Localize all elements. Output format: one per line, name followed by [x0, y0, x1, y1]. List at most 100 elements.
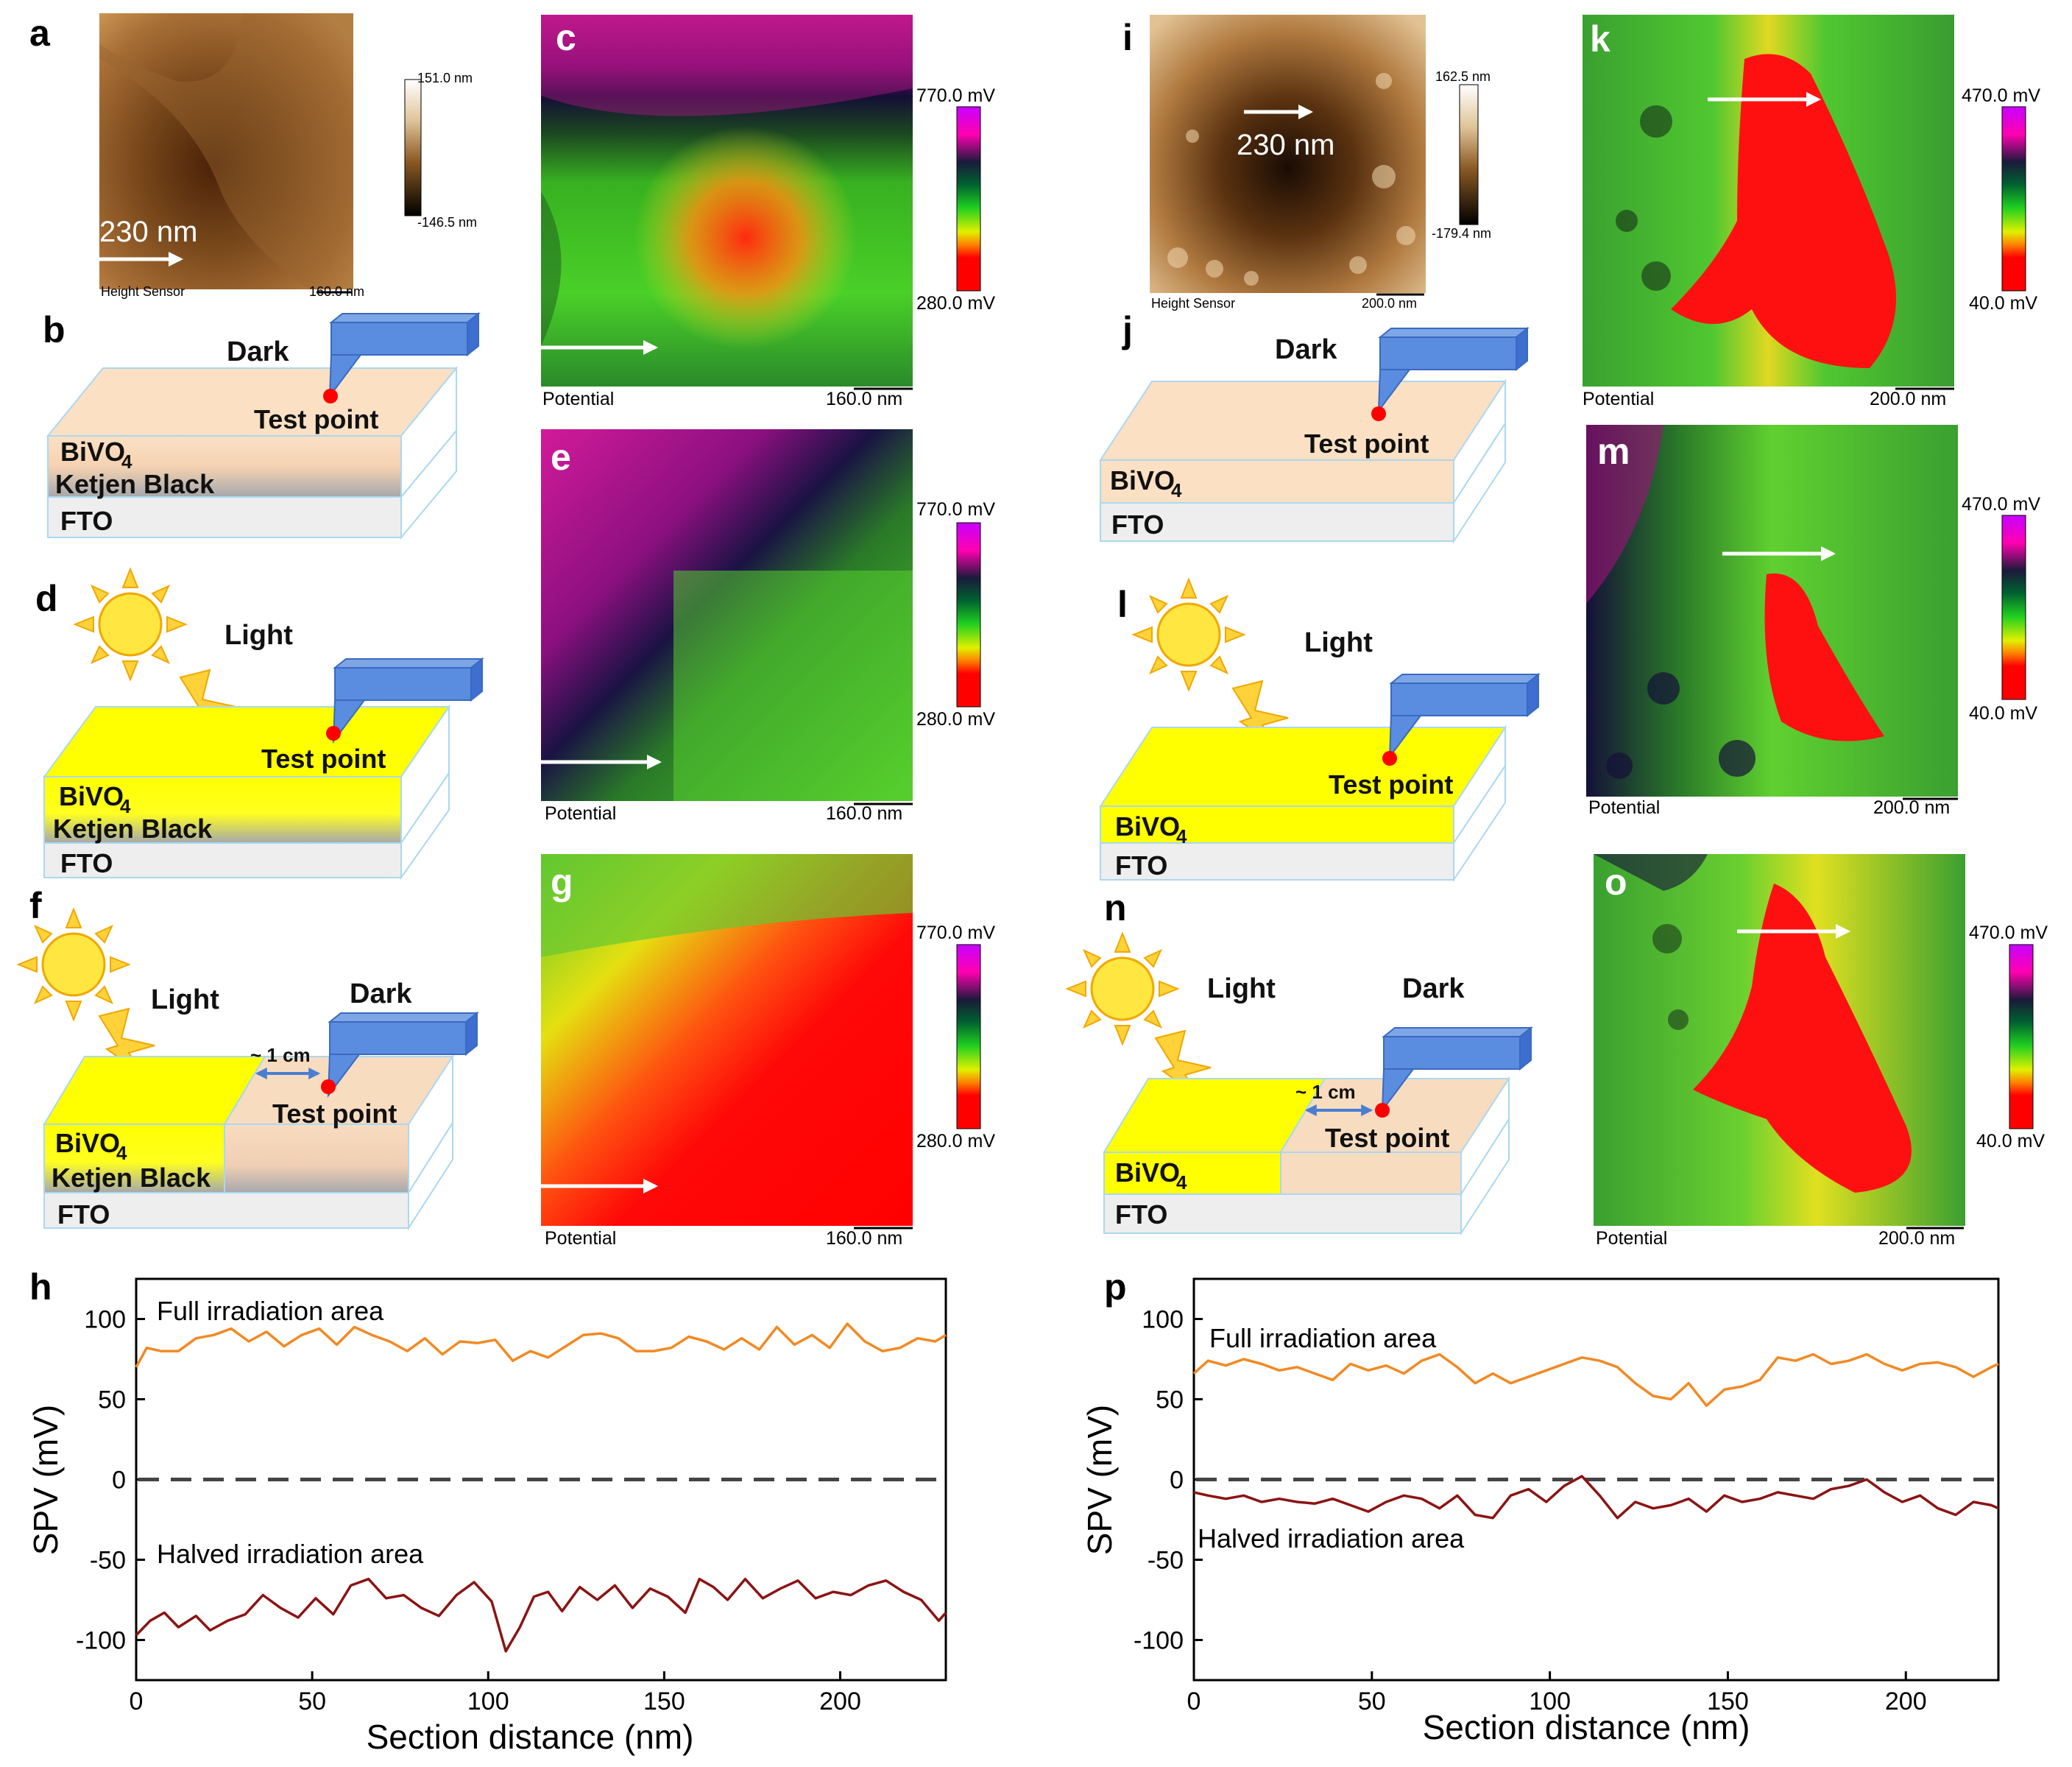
x-tick-label: 100	[467, 1687, 509, 1715]
x-tick-label: 0	[1187, 1687, 1201, 1715]
colorbar-height-a	[404, 79, 422, 216]
x-tick-label: 0	[130, 1687, 144, 1715]
colorbar-o	[2009, 944, 2034, 1129]
test-point-dot-n	[1375, 1103, 1390, 1118]
x-tick-label: 150	[1707, 1687, 1749, 1715]
caption-potential-e: Potential	[545, 803, 616, 824]
panel-label-m: m	[1597, 431, 1630, 472]
schematic-l: l Light Test point BiVO 4 FTO	[1099, 578, 1539, 883]
series-line-full	[135, 1322, 947, 1368]
scale-label-c: 160.0 nm	[826, 389, 902, 409]
cbar-max-c: 770.0 mV	[916, 85, 995, 106]
label-bivo4-sub-n: 4	[1176, 1171, 1187, 1193]
label-bivo4-sub-d: 4	[120, 795, 131, 817]
label-ketjen-b: Ketjen Black	[55, 469, 215, 499]
cbar-min-m: 40.0 mV	[1969, 703, 2037, 724]
label-dark-b: Dark	[227, 336, 289, 367]
schematic-j: j Dark Test point BiVO 4 FTO	[1099, 309, 1528, 544]
label-ketjen-d: Ketjen Black	[53, 814, 213, 844]
arrow-length-a: 230 nm	[99, 216, 197, 248]
label-bivo4-sub-j: 4	[1171, 479, 1182, 501]
label-distance-n: ~ 1 cm	[1295, 1081, 1356, 1103]
colorbar-g	[956, 944, 981, 1129]
panel-label-c: c	[556, 17, 576, 58]
label-bivo4-l: BiVO	[1115, 811, 1180, 842]
scale-label-o: 200.0 nm	[1878, 1228, 1955, 1249]
cbar-min-g: 280.0 mV	[916, 1131, 995, 1151]
y-tick-label: -100	[1134, 1627, 1184, 1655]
schematic-f: f Light Dark ~ 1 cm Test point BiVO 4 Ke…	[17, 885, 478, 1231]
xlabel-p: Section distance (nm)	[1423, 1708, 1750, 1746]
label-test-point-n: Test point	[1325, 1123, 1449, 1153]
panel-label-a: a	[29, 13, 51, 54]
panel-label-d: d	[35, 578, 58, 619]
panel-label-k: k	[1590, 18, 1610, 60]
series-line-halved	[135, 1577, 947, 1653]
y-tick-label: -100	[76, 1627, 126, 1655]
cbar-max-g: 770.0 mV	[916, 923, 995, 943]
test-point-dot-b	[323, 389, 338, 403]
panel-label-g: g	[551, 861, 573, 903]
x-tick-label: 50	[1358, 1687, 1386, 1715]
schematic-d: d Light Test point BiVO 4 Ketjen Black F…	[35, 568, 483, 881]
scale-label-k: 200.0 nm	[1870, 389, 1946, 409]
caption-potential-k: Potential	[1583, 389, 1654, 409]
colorbar-e	[956, 522, 981, 708]
kpfm-o: o Potential 200.0 nm 470.0 mV 40.0 mV	[1594, 854, 2048, 1249]
colorbar-height-i	[1459, 84, 1479, 225]
ylabel-p: SPV (mV)	[1081, 1405, 1119, 1555]
label-bivo4-j: BiVO	[1110, 465, 1175, 495]
caption-potential-c: Potential	[542, 389, 614, 409]
panel-label-l: l	[1117, 584, 1128, 625]
series-line-halved	[1193, 1475, 1999, 1520]
y-tick-label: 50	[98, 1386, 126, 1414]
label-test-point-j: Test point	[1304, 428, 1429, 459]
schematic-b: b Dark Test point BiVO 4 Ketjen Black FT…	[43, 309, 479, 540]
cbar-min-a: -146.5 nm	[417, 215, 477, 230]
label-fto-f: FTO	[57, 1199, 110, 1230]
annotation-full-h: Full irradiation area	[157, 1296, 384, 1326]
xlabel-h: Section distance (nm)	[367, 1718, 694, 1756]
cbar-max-e: 770.0 mV	[916, 499, 995, 520]
caption-height-i: Height Sensor	[1151, 296, 1235, 311]
kpfm-c: c Potential 160.0 nm 770.0 mV 280.0 mV	[541, 15, 995, 409]
kpfm-k: k Potential 200.0 nm 470.0 mV 40.0 mV	[1583, 15, 2040, 409]
cbar-max-k: 470.0 mV	[1962, 85, 2040, 106]
afm-height-image-i	[1150, 15, 1426, 293]
x-tick-label: 200	[1885, 1687, 1927, 1715]
panel-label-o: o	[1605, 861, 1627, 903]
label-distance-f: ~ 1 cm	[250, 1044, 311, 1066]
y-tick-label: 0	[112, 1467, 126, 1495]
cbar-min-o: 40.0 mV	[1976, 1131, 2045, 1151]
panel-label-h: h	[29, 1266, 52, 1308]
panel-label-i: i	[1122, 17, 1133, 58]
label-light-l: Light	[1304, 627, 1373, 658]
label-test-point-d: Test point	[261, 744, 386, 774]
label-bivo4-n: BiVO	[1115, 1157, 1180, 1188]
scale-label-i: 200.0 nm	[1362, 296, 1417, 311]
label-bivo4-sub-b: 4	[121, 451, 132, 473]
annotation-full-p: Full irradiation area	[1209, 1323, 1437, 1353]
x-tick-label: 150	[643, 1687, 685, 1715]
test-point-dot-l	[1382, 751, 1397, 766]
label-test-point-b: Test point	[254, 404, 378, 434]
label-light-n: Light	[1207, 973, 1276, 1004]
colorbar-c	[956, 106, 981, 292]
cbar-min-e: 280.0 mV	[916, 709, 995, 730]
label-fto-l: FTO	[1115, 850, 1167, 881]
scale-label-a: 160.0 nm	[309, 284, 364, 299]
panel-label-b: b	[43, 309, 66, 350]
kpfm-m: m Potential 200.0 nm 470.0 mV 40.0 mV	[1586, 425, 2040, 818]
afm-texture-a	[99, 13, 353, 289]
kpfm-e: e Potential 160.0 nm 770.0 mV 280.0 mV	[541, 429, 995, 824]
ylabel-h: SPV (mV)	[26, 1405, 65, 1555]
afm-height-image-a	[99, 13, 353, 289]
annotation-halved-h: Halved irradiation area	[157, 1539, 424, 1569]
panel-label-j: j	[1122, 309, 1133, 350]
label-dark-n: Dark	[1402, 973, 1465, 1004]
y-tick-label: 0	[1170, 1467, 1184, 1495]
panel-label-f: f	[29, 885, 42, 926]
test-point-dot-j	[1371, 406, 1386, 421]
x-tick-label: 100	[1529, 1687, 1571, 1715]
